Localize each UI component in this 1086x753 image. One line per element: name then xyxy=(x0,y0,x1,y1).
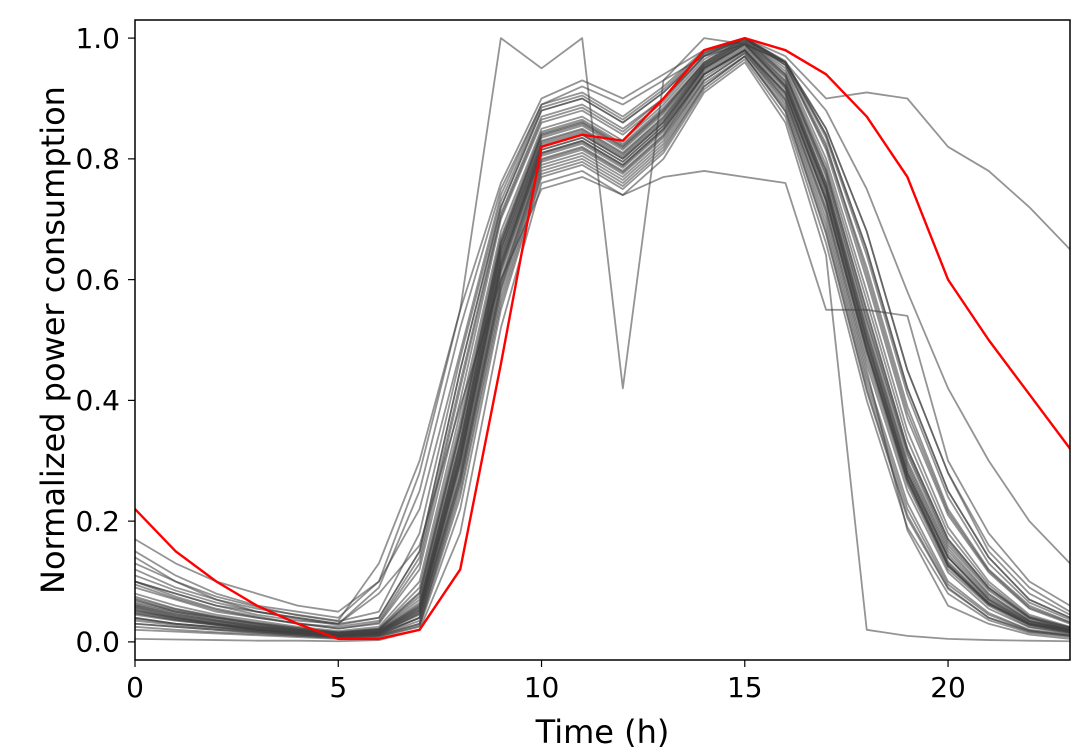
x-tick-label: 5 xyxy=(329,671,347,704)
y-axis-label: Normalized power consumption xyxy=(34,86,72,594)
x-tick-label: 0 xyxy=(126,671,144,704)
y-tick-label: 1.0 xyxy=(75,22,120,55)
x-tick-label: 20 xyxy=(930,671,966,704)
y-tick-label: 0.0 xyxy=(75,626,120,659)
y-tick-label: 0.2 xyxy=(75,505,120,538)
y-tick-label: 0.8 xyxy=(75,143,120,176)
line-chart: 0 5 10 15 20 0.0 0.2 0.4 0.6 0.8 1.0 Time (h) Normal… xyxy=(0,0,1086,753)
x-axis-label: Time (h) xyxy=(535,713,670,751)
x-tick-label: 15 xyxy=(727,671,763,704)
y-tick-label: 0.6 xyxy=(75,263,120,296)
chart-svg: 0 5 10 15 20 0.0 0.2 0.4 0.6 0.8 1.0 Time (h) Normal… xyxy=(0,0,1086,753)
y-tick-label: 0.4 xyxy=(75,384,120,417)
x-tick-label: 10 xyxy=(524,671,560,704)
